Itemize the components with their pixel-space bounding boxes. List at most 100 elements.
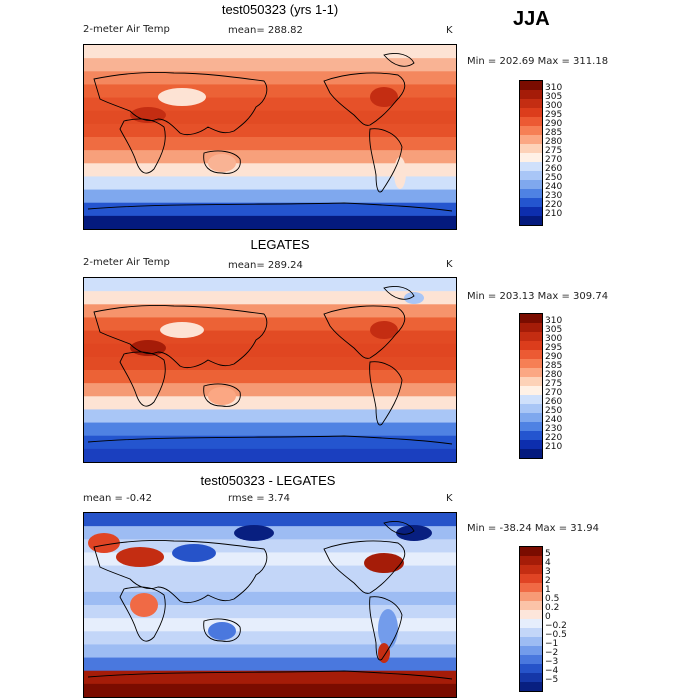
colorbar-tick-label: 0.5 — [545, 594, 560, 604]
colorbar-swatch — [520, 386, 542, 395]
colorbar-swatch — [520, 180, 542, 189]
latitude-band — [84, 137, 456, 151]
latitude-band — [84, 631, 456, 646]
colorbar-swatch — [520, 440, 542, 449]
colorbar-swatch — [520, 153, 542, 162]
panel3-map — [83, 512, 457, 698]
panel3-colorbar-labels: 5 4 3 2 1 0.5 0.2 0 −0.2 −0.5 −1 −2 −3 −4 −5 — [545, 546, 585, 690]
colorbar-swatch — [520, 314, 542, 323]
colorbar-tick-label: 270 — [545, 155, 563, 165]
colorbar-tick-label: 250 — [545, 406, 563, 416]
siberia-cold-patch — [172, 544, 216, 562]
colorbar-swatch — [520, 556, 542, 565]
panel2-map-svg — [84, 278, 456, 462]
panel3-colorbar — [519, 546, 543, 692]
s-america-cold-patch — [378, 609, 398, 649]
colorbar-swatch — [520, 574, 542, 583]
colorbar-tick-label: 290 — [545, 119, 563, 129]
colorbar-tick-label: 2 — [545, 576, 551, 586]
panel1-minmax: Min = 202.69 Max = 311.18 — [467, 56, 609, 67]
australia-patch — [208, 387, 236, 405]
colorbar-swatch — [520, 646, 542, 655]
colorbar-swatch — [520, 135, 542, 144]
latitude-band — [84, 683, 456, 697]
colorbar-swatch — [520, 359, 542, 368]
colorbar-swatch — [520, 162, 542, 171]
colorbar-swatch — [520, 171, 542, 180]
colorbar-tick-label: 210 — [545, 442, 563, 452]
season-label: JJA — [513, 8, 550, 30]
arctic-cold-patch — [234, 525, 274, 541]
panel2-colorbar-labels: 310 305 300 295 290 285 280 275 270 260 250 240 230 2… — [545, 313, 585, 457]
colorbar-tick-label: 290 — [545, 352, 563, 362]
latitude-band — [84, 45, 456, 59]
colorbar-tick-label: 300 — [545, 101, 563, 111]
panel3-anomaly-patches — [88, 525, 432, 663]
colorbar-tick-label: 260 — [545, 397, 563, 407]
panel2-variable: 2-meter Air Temp — [83, 257, 170, 268]
panel3-units: K — [446, 493, 453, 504]
colorbar-tick-label: −0.5 — [545, 630, 567, 640]
latitude-band — [84, 202, 456, 217]
n-america-hot-patch — [370, 321, 398, 339]
colorbar-tick-label: −1 — [545, 639, 559, 649]
colorbar-swatch — [520, 341, 542, 350]
colorbar-tick-label: 270 — [545, 388, 563, 398]
europe-warm-patch — [88, 533, 120, 553]
colorbar-swatch — [520, 81, 542, 90]
colorbar-swatch — [520, 449, 542, 458]
colorbar-swatch — [520, 99, 542, 108]
colorbar-tick-label: 295 — [545, 110, 563, 120]
n-america-warm-patch — [364, 553, 404, 573]
latitude-band — [84, 409, 456, 424]
latitude-band — [84, 422, 456, 437]
panel3-minmax: Min = -38.24 Max = 31.94 — [467, 523, 599, 534]
colorbar-swatch — [520, 673, 542, 682]
colorbar-swatch — [520, 144, 542, 153]
latitude-band — [84, 176, 456, 191]
latitude-band — [84, 343, 456, 358]
colorbar-tick-label: −5 — [545, 675, 559, 685]
colorbar-swatch — [520, 601, 542, 610]
colorbar-tick-label: 0 — [545, 612, 551, 622]
colorbar-swatch — [520, 637, 542, 646]
latitude-band — [84, 605, 456, 619]
colorbar-tick-label: −2 — [545, 648, 559, 658]
panel1-title: test050323 (yrs 1-1) — [221, 2, 339, 17]
colorbar-tick-label: 285 — [545, 128, 563, 138]
colorbar-swatch — [520, 592, 542, 601]
colorbar-tick-label: 300 — [545, 334, 563, 344]
africa-warm-patch — [130, 593, 158, 617]
colorbar-tick-label: 280 — [545, 137, 563, 147]
latitude-band — [84, 278, 456, 292]
panel1-coastlines — [87, 52, 453, 212]
tibet-cool-patch — [158, 88, 206, 106]
australia-patch — [208, 154, 236, 172]
tibet-cool-patch — [160, 322, 204, 338]
colorbar-swatch — [520, 117, 542, 126]
latitude-band — [84, 356, 456, 371]
latitude-band — [84, 644, 456, 659]
latitude-band — [84, 123, 456, 138]
colorbar-swatch — [520, 323, 542, 332]
panel1-map-bands — [84, 45, 456, 229]
colorbar-swatch — [520, 90, 542, 99]
latitude-band — [84, 163, 456, 178]
colorbar-tick-label: 5 — [545, 549, 551, 559]
colorbar-swatch — [520, 431, 542, 440]
colorbar-tick-label: 220 — [545, 433, 563, 443]
panel2-coastlines — [87, 285, 453, 445]
colorbar-tick-label: 305 — [545, 92, 563, 102]
panel2-units: K — [446, 259, 453, 270]
colorbar-tick-label: 310 — [545, 316, 563, 326]
panel2-colorbar — [519, 313, 543, 459]
colorbar-swatch — [520, 377, 542, 386]
colorbar-swatch — [520, 395, 542, 404]
panel1-variable: 2-meter Air Temp — [83, 24, 170, 35]
panel3-rmse: rmse = 3.74 — [228, 493, 291, 504]
latitude-band — [84, 578, 456, 593]
colorbar-swatch — [520, 583, 542, 592]
colorbar-swatch — [520, 404, 542, 413]
colorbar-tick-label: 280 — [545, 370, 563, 380]
panel3-coastlines — [87, 520, 453, 680]
